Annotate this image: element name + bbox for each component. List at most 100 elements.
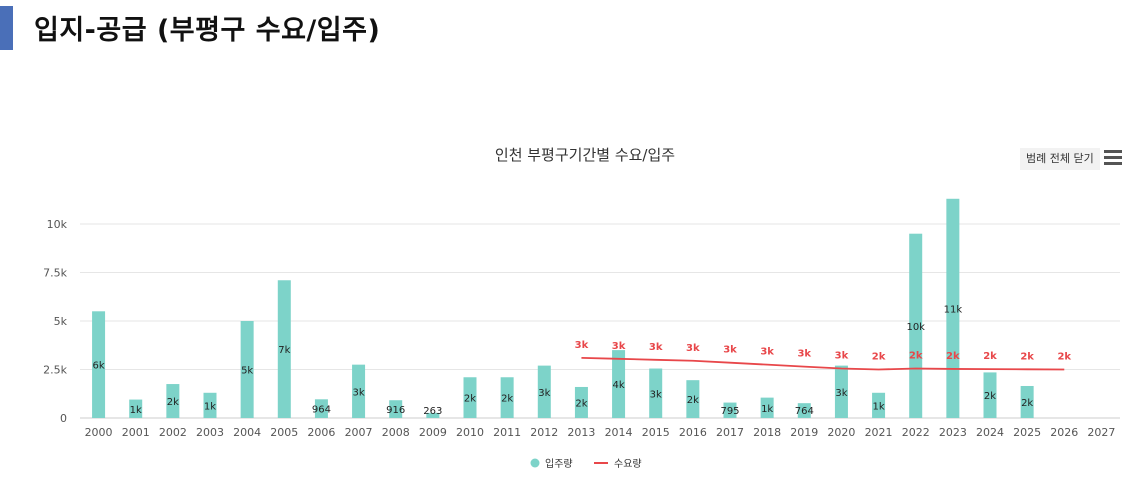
- x-tick-label: 2021: [865, 426, 893, 439]
- bar-data-label: 3k: [352, 387, 364, 398]
- line-data-label: 3k: [575, 340, 589, 351]
- x-tick-label: 2020: [827, 426, 855, 439]
- bar-data-label: 7k: [278, 345, 290, 356]
- line-data-label: 2k: [909, 351, 923, 362]
- line-data-label: 3k: [612, 341, 626, 352]
- bar-data-label: 2k: [501, 394, 513, 405]
- bar: [909, 233, 923, 418]
- x-tick-label: 2006: [307, 426, 335, 439]
- bar-data-label: 3k: [835, 388, 847, 399]
- x-tick-label: 2013: [567, 426, 595, 439]
- bar-data-label: 2k: [687, 395, 699, 406]
- x-tick-label: 2022: [902, 426, 930, 439]
- y-tick-label: 7.5k: [43, 267, 67, 280]
- bar-data-label: 764: [795, 406, 814, 417]
- bar: [946, 198, 960, 418]
- line-data-label: 2k: [872, 352, 886, 363]
- y-tick-label: 2.5k: [43, 364, 67, 377]
- title-bar: 입지-공급 (부평구 수요/입주): [0, 0, 1146, 52]
- bar-data-label: 4k: [612, 380, 624, 391]
- bar: [983, 372, 997, 418]
- line-data-label: 3k: [835, 351, 849, 362]
- bar: [352, 364, 366, 418]
- bar-data-label: 964: [312, 405, 331, 416]
- bar: [797, 403, 811, 418]
- grid-lines: [80, 223, 1120, 419]
- title-accent-bar: [0, 6, 13, 50]
- bar: [463, 377, 477, 418]
- line-data-label: 3k: [723, 345, 737, 356]
- y-tick-label: 10k: [47, 218, 68, 231]
- bar: [277, 280, 291, 418]
- bar: [426, 412, 440, 418]
- bar: [537, 365, 551, 418]
- x-tick-label: 2005: [270, 426, 298, 439]
- bar-data-label: 1k: [204, 401, 216, 412]
- bar-data-label: 1k: [872, 401, 884, 412]
- x-tick-label: 2009: [419, 426, 447, 439]
- legend-marker-bars: [530, 458, 540, 468]
- x-tick-label: 2010: [456, 426, 484, 439]
- bar-data-label: 3k: [650, 389, 662, 400]
- x-tick-label: 2002: [159, 426, 187, 439]
- line-data-label: 2k: [1057, 352, 1071, 363]
- y-tick-label: 0: [60, 412, 67, 425]
- bar-data-label: 2k: [575, 398, 587, 409]
- bar-data-label: 2k: [984, 391, 996, 402]
- bar: [834, 365, 848, 418]
- x-tick-label: 2026: [1050, 426, 1078, 439]
- y-tick-label: 5k: [54, 315, 68, 328]
- legend-label-bars: 입주량: [545, 457, 573, 470]
- bar-data-label: 1k: [130, 405, 142, 416]
- x-tick-label: 2007: [345, 426, 373, 439]
- x-tick-label: 2014: [605, 426, 633, 439]
- bar: [1020, 385, 1034, 418]
- x-tick-label: 2024: [976, 426, 1004, 439]
- x-tick-label: 2011: [493, 426, 521, 439]
- bar-data-label: 5k: [241, 366, 253, 377]
- bar-data-label: 10k: [906, 322, 925, 333]
- x-tick-label: 2027: [1087, 426, 1115, 439]
- line-data-label: 3k: [760, 347, 774, 358]
- x-tick-label: 2000: [85, 426, 113, 439]
- bar: [760, 397, 774, 418]
- bar-data-label: 1k: [761, 404, 773, 415]
- line-data-label: 3k: [649, 342, 663, 353]
- bars-series: 6k 1k 2k 1k 5k 7k 964 3k 916 263 2k 2k 3k 2k 4k 3k 2k 795…: [92, 198, 1034, 418]
- bar: [686, 380, 700, 418]
- y-axis-ticks: 0 2.5k 5k 7.5k 10k: [43, 218, 67, 425]
- x-axis-ticks: 2000 2001 2002 2003 2004 2005 2006 2007 2008 2009…: [85, 426, 1116, 439]
- bar: [872, 392, 886, 418]
- bar: [500, 377, 514, 418]
- bar: [649, 368, 663, 418]
- page-title: 입지-공급 (부평구 수요/입주): [34, 15, 381, 46]
- line-data-label: 3k: [797, 349, 811, 360]
- bar-data-label: 6k: [92, 361, 104, 372]
- bar-data-label: 263: [423, 406, 442, 417]
- x-tick-label: 2012: [530, 426, 558, 439]
- x-tick-label: 2015: [642, 426, 670, 439]
- bar: [314, 399, 328, 418]
- x-tick-label: 2025: [1013, 426, 1041, 439]
- x-tick-label: 2017: [716, 426, 744, 439]
- hamburger-menu-icon[interactable]: [1104, 150, 1122, 166]
- line-data-label: 3k: [686, 343, 700, 354]
- x-tick-label: 2016: [679, 426, 707, 439]
- legend-label-line: 수요량: [614, 458, 642, 470]
- demand-line: [581, 356, 1065, 371]
- x-tick-label: 2003: [196, 426, 224, 439]
- legend: 입주량 수요량: [530, 457, 642, 470]
- legend-toggle-button[interactable]: 범례 전체 닫기: [1020, 148, 1100, 170]
- bar: [389, 400, 403, 418]
- line-data-label: 2k: [983, 351, 997, 362]
- bar-data-label: 916: [386, 405, 405, 416]
- bar-data-label: 795: [720, 406, 739, 417]
- line-series: 3k 3k 3k 3k 3k 3k 3k 3k 2k 2k 2k 2k 2k 2k: [575, 340, 1071, 371]
- bar: [240, 321, 254, 418]
- chart-title: 인천 부평구기간별 수요/입주: [495, 146, 675, 164]
- bar: [723, 402, 737, 418]
- bar: [129, 399, 143, 418]
- line-data-label: 2k: [1020, 351, 1034, 362]
- bar: [574, 386, 588, 418]
